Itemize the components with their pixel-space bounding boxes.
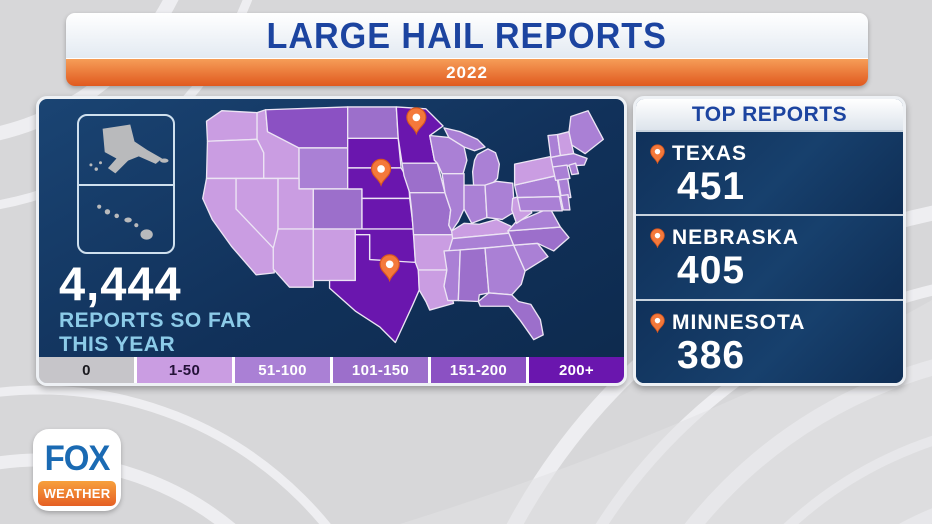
pin-icon [650,313,665,333]
state-or [205,138,265,180]
state-fl [477,292,544,341]
top-report-row-texas: TEXAS 451 [636,132,903,215]
top-report-value: 405 [677,249,746,293]
state-oh [484,180,516,221]
legend-item-0: 0 [39,357,134,383]
year-label: 2022 [446,62,488,82]
top-report-state: TEXAS [672,142,748,165]
state-md [516,195,563,212]
weather-logo-banner: WEATHER [38,481,116,506]
total-reports-block: 4,444 REPORTS SO FAR THIS YEAR [59,259,252,357]
legend-label: 51-100 [258,361,307,379]
state-ct [552,164,571,182]
hawaii-silhouette-icon [97,204,153,240]
state-me [568,110,604,155]
title-banner: LARGE HAIL REPORTS 2022 [66,13,868,86]
top-report-state: NEBRASKA [672,226,800,250]
state-co [312,188,363,230]
legend-label: 200+ [559,361,594,379]
top-report-value: 386 [677,333,746,377]
top-reports-title: TOP REPORTS [691,102,848,126]
state-in [463,184,488,224]
pin-icon [650,228,665,249]
legend-label: 151-200 [449,361,508,379]
alaska-inset-box [79,116,173,184]
alaska-hawaii-inset [77,114,175,254]
state-mi-upper [443,127,486,152]
top-report-state: MINNESOTA [672,310,806,334]
top-report-row-minnesota: MINNESOTA 386 [636,298,903,383]
state-nm [312,228,356,282]
map-panel: 4,444 REPORTS SO FAR THIS YEAR [36,96,627,386]
pin-icon [650,144,665,164]
state-ia [401,162,446,194]
legend-label: 0 [82,361,91,379]
state-ms [443,249,461,302]
top-reports-header: TOP REPORTS [636,99,903,132]
alaska-silhouette-icon [89,124,169,174]
map-legend: 0 1-50 51-100 101-150 151-200 200+ [39,357,624,383]
page-title: LARGE HAIL REPORTS [266,14,668,56]
hawaii-inset-box [79,184,173,252]
state-az [272,228,315,288]
total-reports-caption-line2: THIS YEAR [59,333,176,356]
state-de [559,193,571,211]
top-reports-list: TEXAS 451 NEBRASKA 405 [636,132,903,383]
state-al [457,247,490,303]
year-bar: 2022 [66,58,868,86]
fox-logo-text: FOX [44,436,111,477]
fox-weather-logo: FOX WEATHER [33,429,121,511]
legend-item-1-50: 1-50 [137,357,232,383]
state-wy [298,147,349,190]
title-bar: LARGE HAIL REPORTS [66,13,868,58]
total-reports-value: 4,444 [59,257,182,310]
legend-item-51-100: 51-100 [235,357,330,383]
legend-item-200plus: 200+ [529,357,624,383]
total-reports-caption-line1: REPORTS SO FAR [59,309,252,332]
top-report-row-nebraska: NEBRASKA 405 [636,214,903,299]
state-wa [205,110,258,142]
legend-item-101-150: 101-150 [333,357,428,383]
legend-label: 1-50 [168,361,201,379]
legend-label: 101-150 [351,361,410,379]
state-nd [347,106,399,140]
state-va [507,207,562,232]
state-ri [568,162,580,176]
top-report-value: 451 [677,165,746,208]
top-reports-panel: TOP REPORTS TEXAS 451 [633,96,906,386]
us-choropleth-map [202,106,604,344]
legend-item-151-200: 151-200 [431,357,526,383]
state-mi-lower [471,148,501,186]
state-ks [361,197,415,230]
